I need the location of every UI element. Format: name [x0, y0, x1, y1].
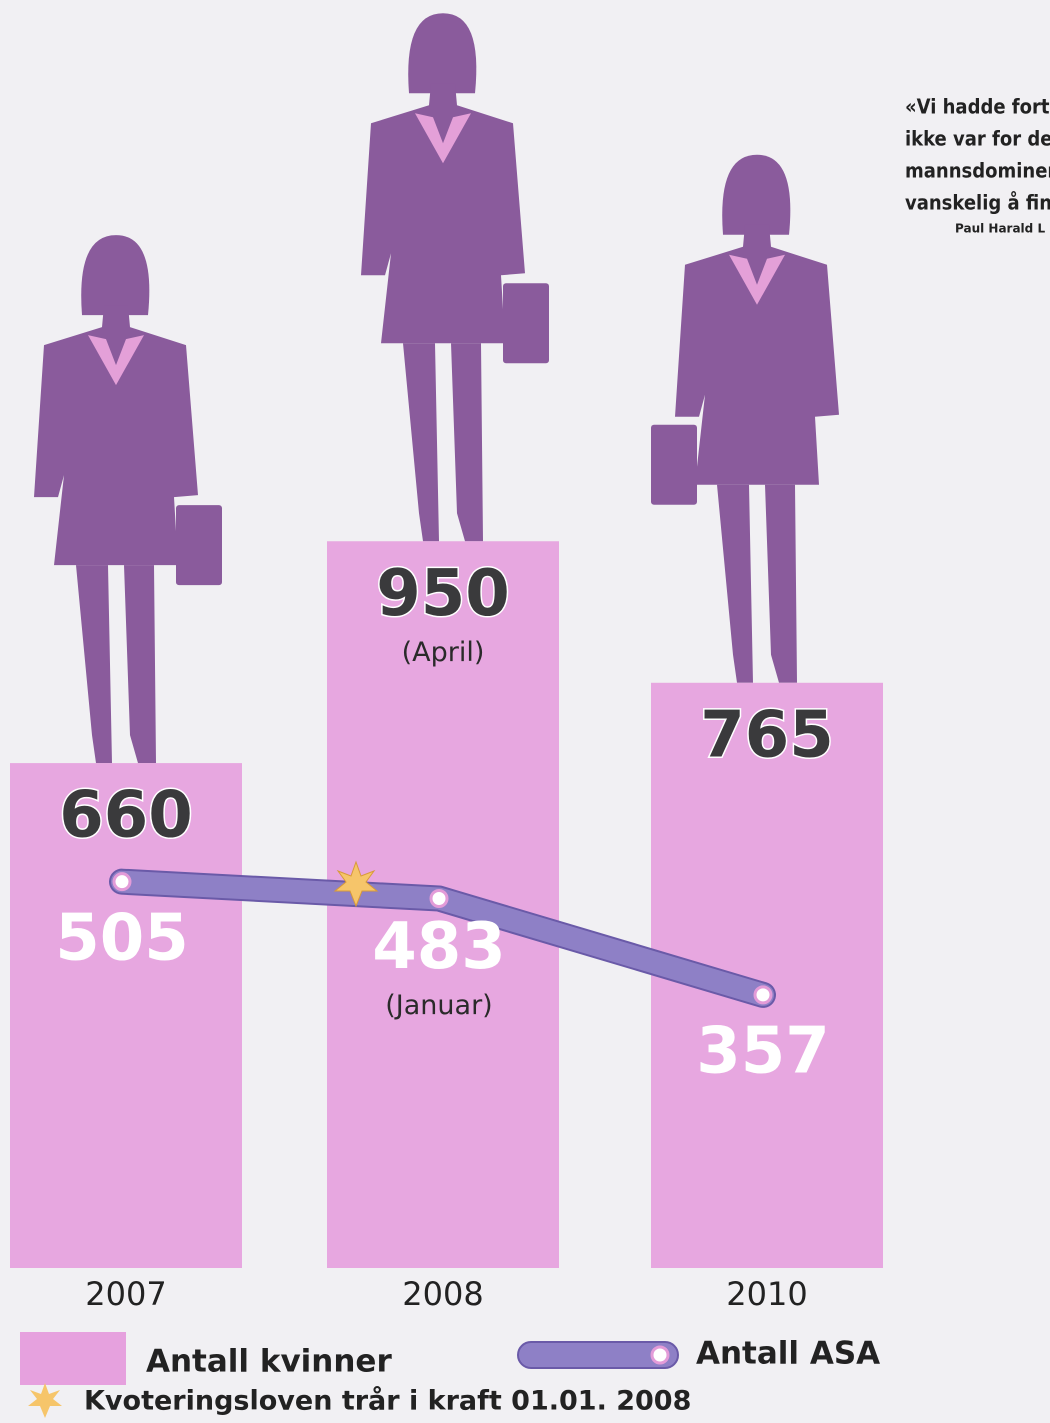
figure-legs	[76, 565, 156, 764]
quote-author: Paul Harald L	[955, 222, 1045, 236]
figure-hair	[722, 154, 791, 235]
figure-briefcase	[503, 283, 549, 364]
quote: «Vi hadde forts ikke var for der mannsdo…	[905, 95, 1050, 236]
legend-marker	[650, 1345, 670, 1365]
bar-value-label: 765	[700, 698, 834, 772]
line-value-label: 505	[55, 901, 189, 975]
figure-legs	[403, 343, 483, 542]
bar-value-label: 950	[376, 557, 510, 631]
legend-swatch	[20, 1332, 126, 1385]
figure	[361, 13, 549, 542]
line-value-label: 483	[372, 910, 506, 984]
figure-hair	[81, 235, 150, 316]
figure-collar	[729, 254, 785, 305]
figure-hair	[408, 13, 477, 94]
x-tick-label: 2010	[726, 1275, 807, 1313]
line-value-label: 357	[696, 1014, 830, 1088]
x-tick-label: 2007	[85, 1275, 166, 1313]
line-point	[429, 889, 449, 909]
figure-briefcase	[176, 505, 222, 586]
quote-line: mannsdominer	[905, 159, 1050, 183]
figure-collar	[88, 335, 144, 386]
figure-briefcase	[651, 424, 697, 505]
figure-body	[34, 305, 198, 566]
line-point	[753, 985, 773, 1005]
annotation: (April)	[402, 637, 485, 668]
figure-body	[675, 224, 839, 485]
quote-line: ikke var for der	[905, 127, 1050, 151]
bar	[10, 763, 242, 1268]
quote-line: vanskelig å finn	[905, 191, 1050, 215]
legend-label: Antall kvinner	[146, 1344, 392, 1380]
law-star	[333, 860, 379, 908]
legend-swatch	[517, 1341, 679, 1369]
x-tick-label: 2008	[402, 1275, 483, 1313]
figures	[34, 13, 839, 764]
bar-value-label: 660	[59, 779, 193, 853]
figure	[34, 235, 222, 764]
line-point	[112, 872, 132, 892]
figure-collar	[415, 113, 471, 164]
figure-legs	[717, 484, 797, 683]
quote-line: «Vi hadde forts	[905, 95, 1050, 119]
legend-label: Antall ASA	[696, 1336, 880, 1372]
legend: Antall kvinner Antall ASA Kvoteringslove…	[20, 1332, 880, 1418]
annotation: (Januar)	[385, 990, 492, 1021]
footnote: Kvoteringsloven trår i kraft 01.01. 2008	[84, 1385, 691, 1417]
figure-body	[361, 83, 525, 344]
footnote-star	[28, 1383, 62, 1418]
figure	[651, 154, 839, 683]
plot: 660 2007 950 2008 765 2010 505 483 357 (April) (Ja…	[10, 541, 883, 1313]
